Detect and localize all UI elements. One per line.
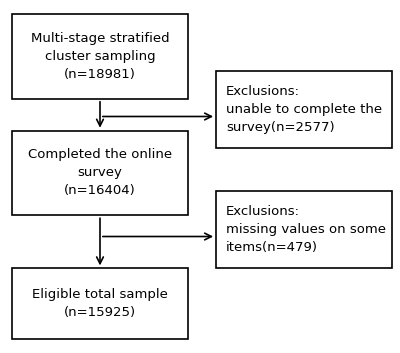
Text: Exclusions:
missing values on some
items(n=479): Exclusions: missing values on some items… <box>226 205 386 254</box>
Text: Eligible total sample
(n=15925): Eligible total sample (n=15925) <box>32 288 168 319</box>
Text: Exclusions:
unable to complete the
survey(n=2577): Exclusions: unable to complete the surve… <box>226 85 382 134</box>
FancyBboxPatch shape <box>12 268 188 339</box>
Text: Multi-stage stratified
cluster sampling
(n=18981): Multi-stage stratified cluster sampling … <box>31 32 169 81</box>
FancyBboxPatch shape <box>12 14 188 99</box>
Text: Completed the online
survey
(n=16404): Completed the online survey (n=16404) <box>28 149 172 197</box>
FancyBboxPatch shape <box>216 71 392 148</box>
FancyBboxPatch shape <box>12 131 188 215</box>
FancyBboxPatch shape <box>216 191 392 268</box>
